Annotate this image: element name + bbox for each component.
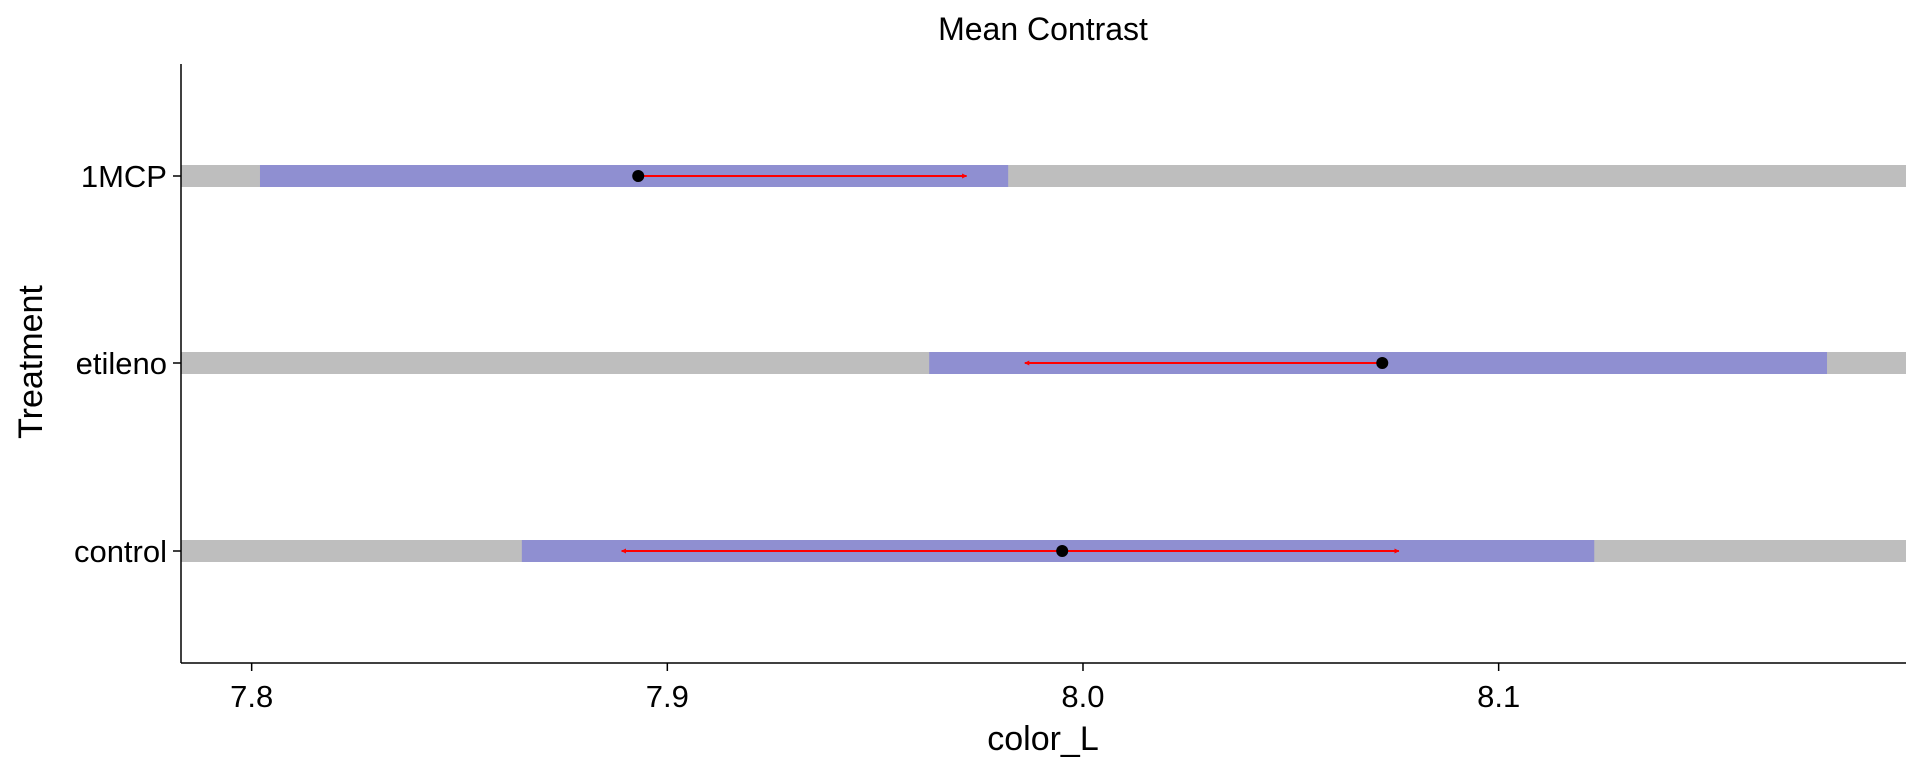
mean-point-control	[1056, 545, 1069, 557]
mean-point-1mcp	[632, 170, 645, 182]
mean-point-etileno	[1376, 357, 1389, 369]
y-axis-label: Treatment	[12, 285, 50, 439]
y-tick-label-1mcp: 1MCP	[81, 159, 167, 194]
x-tick-label-8.1: 8.1	[1477, 679, 1520, 714]
plot-area: 1MCP etileno control 7.8 7.9 8.0 8.1	[74, 64, 1906, 714]
x-axis-label: color_L	[987, 720, 1099, 758]
x-tick-label-8.0: 8.0	[1061, 679, 1104, 714]
y-tick-label-control: control	[74, 534, 167, 569]
chart-title: Mean Contrast	[938, 11, 1148, 47]
y-tick-label-etileno: etileno	[76, 346, 167, 381]
x-tick-label-7.8: 7.8	[230, 679, 273, 714]
x-tick-label-7.9: 7.9	[646, 679, 689, 714]
